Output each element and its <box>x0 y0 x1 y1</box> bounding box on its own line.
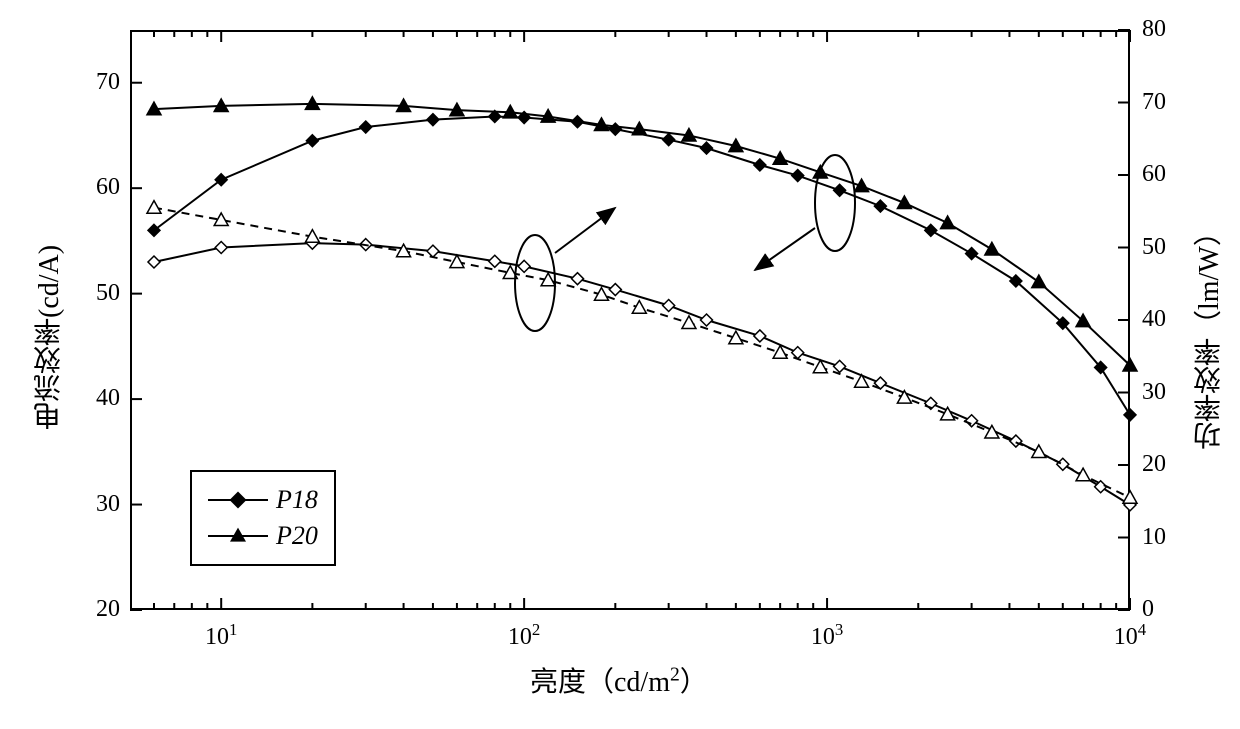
x-tick-label: 103 <box>802 620 852 651</box>
y-right-tick-label: 0 <box>1142 596 1154 623</box>
triangle-icon <box>230 528 246 542</box>
y-left-tick-label: 60 <box>96 174 120 201</box>
y-left-tick-label: 50 <box>96 280 120 307</box>
chart-container: 电流效率(cd/A) 功率效率（lm/W） 亮度（cd/m2） P18P20 1… <box>0 0 1240 729</box>
y-right-tick-label: 50 <box>1142 234 1166 261</box>
y-right-tick-label: 20 <box>1142 451 1166 478</box>
legend-item: P18 <box>208 482 318 518</box>
diamond-icon <box>230 492 247 509</box>
legend-item: P20 <box>208 518 318 554</box>
x-tick-label: 101 <box>196 620 246 651</box>
legend-label: P20 <box>276 521 318 551</box>
x-axis-label: 亮度（cd/m2） <box>530 660 708 700</box>
y-left-tick-label: 30 <box>96 491 120 518</box>
y-left-tick-label: 40 <box>96 385 120 412</box>
y-right-tick-label: 80 <box>1142 16 1166 43</box>
legend: P18P20 <box>190 470 336 566</box>
y-right-tick-label: 40 <box>1142 306 1166 333</box>
y-left-tick-label: 70 <box>96 69 120 96</box>
y-left-label: 电流效率(cd/A) <box>30 210 70 430</box>
y-right-tick-label: 30 <box>1142 379 1166 406</box>
x-tick-label: 102 <box>499 620 549 651</box>
y-left-tick-label: 20 <box>96 596 120 623</box>
x-tick-label: 104 <box>1105 620 1155 651</box>
y-right-tick-label: 10 <box>1142 524 1166 551</box>
y-right-tick-label: 70 <box>1142 89 1166 116</box>
y-right-tick-label: 60 <box>1142 161 1166 188</box>
legend-label: P18 <box>276 485 318 515</box>
plot-svg <box>0 0 1240 729</box>
y-right-label: 功率效率（lm/W） <box>1190 190 1230 450</box>
